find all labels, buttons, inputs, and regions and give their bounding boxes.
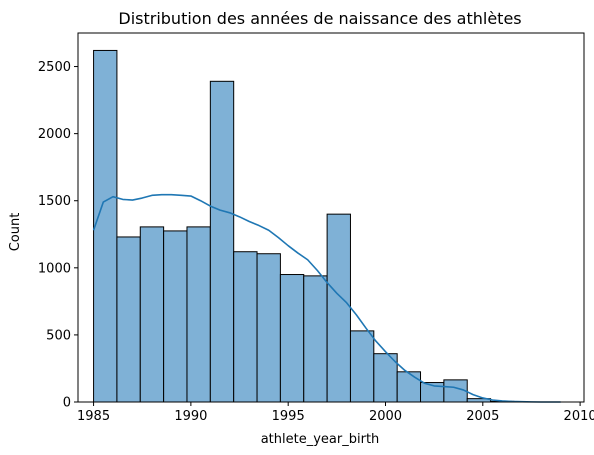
kde-line <box>92 193 561 403</box>
x-tick-label: 1990 <box>174 409 207 424</box>
histogram-bar <box>349 330 375 403</box>
y-tick-label: 2000 <box>38 127 71 142</box>
y-tick-label: 0 <box>63 396 71 411</box>
plot-frame <box>77 32 585 403</box>
x-tick-label: 2010 <box>564 409 594 424</box>
kde-group <box>92 193 561 403</box>
histogram-bar <box>396 371 422 403</box>
histogram-bar <box>163 230 188 403</box>
chart-title: Distribution des années de naissance des… <box>118 9 521 28</box>
histogram-bar <box>326 213 351 403</box>
y-axis-label: Count <box>8 213 23 252</box>
histogram-bar <box>116 236 141 403</box>
histogram-bar <box>256 253 281 403</box>
ticks-group: 1985 1990 1995 2000 2005 2010 0 500 1000 1500 2000… <box>38 60 594 424</box>
histogram-bar <box>233 251 258 403</box>
x-axis-label: athlete_year_birth <box>261 432 380 447</box>
x-tick-label: 2005 <box>466 409 499 424</box>
x-tick-label: 1995 <box>272 409 305 424</box>
x-tick-label: 1985 <box>77 409 110 424</box>
x-tick-label: 2000 <box>369 409 402 424</box>
histogram-bar <box>139 226 165 403</box>
y-tick-label: 500 <box>46 328 71 343</box>
y-tick-label: 2500 <box>38 60 71 75</box>
bars-group <box>93 49 515 403</box>
histogram-bar <box>303 275 328 403</box>
histogram-bar <box>186 226 211 403</box>
axes-group <box>77 32 585 403</box>
histogram-bar <box>209 80 235 403</box>
histogram-bar <box>93 49 118 403</box>
y-tick-label: 1500 <box>38 194 71 209</box>
y-tick-label: 1000 <box>38 261 71 276</box>
histogram-bar <box>279 274 305 403</box>
